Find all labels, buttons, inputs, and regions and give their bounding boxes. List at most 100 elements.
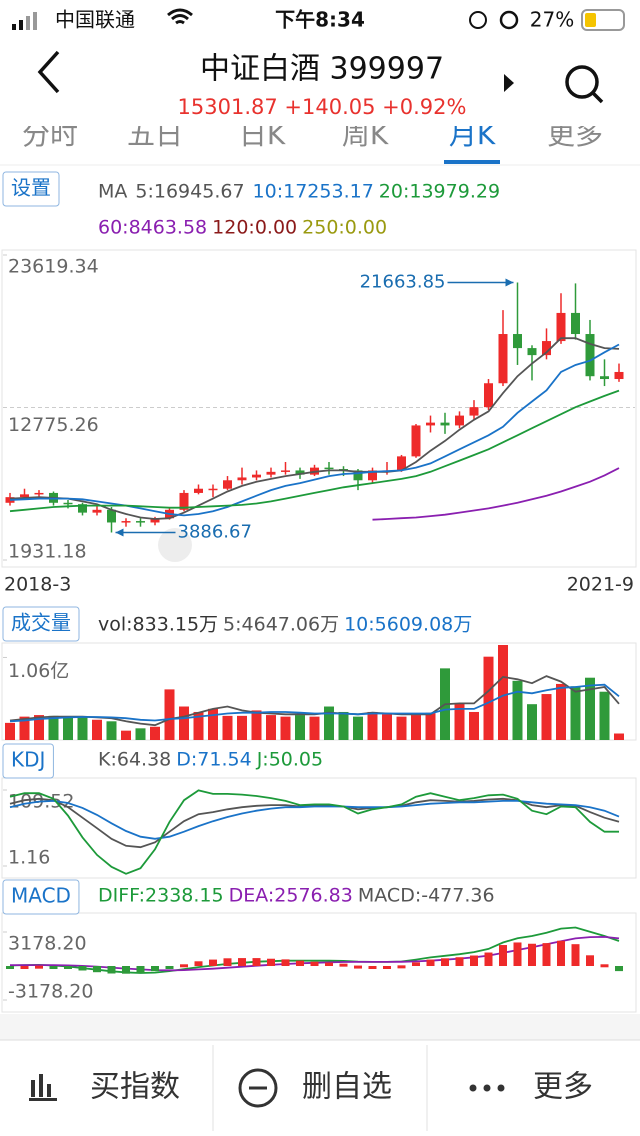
bar bbox=[542, 943, 551, 966]
title: 中证白酒 399997 bbox=[200, 52, 444, 87]
toolbar-button[interactable]: 买指数 bbox=[90, 1070, 180, 1105]
bar bbox=[586, 955, 594, 966]
y-tick-label: -3178.20 bbox=[8, 981, 93, 1003]
next-button[interactable] bbox=[504, 74, 514, 92]
scroll-handle[interactable] bbox=[158, 528, 192, 562]
legend-label: 120:0.00 bbox=[212, 217, 297, 239]
back-button[interactable] bbox=[37, 50, 60, 94]
bar bbox=[483, 656, 494, 740]
bar bbox=[34, 715, 44, 740]
y-tick-label: 12775.26 bbox=[8, 414, 99, 436]
bar bbox=[599, 691, 610, 740]
candle-body bbox=[252, 474, 261, 478]
bar bbox=[570, 686, 581, 740]
tab[interactable]: 分时 bbox=[22, 118, 78, 151]
panel-button[interactable] bbox=[2, 171, 60, 207]
bar bbox=[368, 966, 377, 969]
bar bbox=[150, 726, 160, 740]
toolbar-button[interactable]: 删自选 bbox=[302, 1070, 392, 1105]
legend-label: 5:4647.06万 bbox=[223, 614, 339, 636]
candle-body bbox=[571, 312, 580, 335]
series-line bbox=[9, 343, 620, 517]
bar bbox=[425, 712, 436, 740]
bar bbox=[614, 733, 624, 740]
bar bbox=[527, 704, 537, 740]
legend-label: 250:0.00 bbox=[302, 217, 387, 239]
tab[interactable]: 月K bbox=[449, 118, 496, 151]
bar bbox=[325, 962, 333, 966]
series-line bbox=[372, 467, 620, 521]
bar bbox=[296, 960, 304, 966]
battery-icon bbox=[581, 9, 625, 31]
tab[interactable]: 更多 bbox=[547, 118, 603, 151]
candle-body bbox=[542, 341, 551, 356]
clock: 下午8:34 bbox=[275, 8, 365, 32]
y-tick-label: 1.06亿 bbox=[8, 660, 69, 682]
bar bbox=[498, 645, 508, 740]
min-arrow-head bbox=[115, 528, 124, 537]
legend-label: 20:13979.29 bbox=[379, 181, 500, 203]
candle-body bbox=[353, 470, 363, 481]
candle-body bbox=[107, 509, 116, 523]
candle-body bbox=[266, 471, 276, 475]
bar bbox=[107, 966, 116, 974]
legend-label: 60:8463.58 bbox=[98, 217, 207, 239]
signal-icon bbox=[12, 12, 37, 30]
spacer bbox=[0, 1014, 640, 1040]
bar bbox=[280, 716, 291, 740]
bar bbox=[310, 961, 319, 966]
bar bbox=[251, 710, 262, 740]
candle-body bbox=[92, 509, 102, 513]
search-button[interactable] bbox=[565, 65, 604, 104]
bar bbox=[93, 966, 101, 973]
candle-body bbox=[121, 521, 131, 523]
x-tick-label: 2021-9 bbox=[567, 574, 634, 596]
bar bbox=[49, 966, 58, 969]
battery-level bbox=[585, 13, 596, 27]
series-line bbox=[9, 789, 619, 875]
bar bbox=[382, 714, 392, 740]
bar bbox=[541, 694, 552, 740]
panel-button[interactable] bbox=[2, 879, 80, 915]
legend-label: DIFF:2338.15 bbox=[98, 885, 224, 907]
bar bbox=[367, 711, 378, 740]
candle-body bbox=[426, 422, 435, 426]
legend-label: 10:17253.17 bbox=[253, 181, 374, 203]
bar bbox=[528, 943, 536, 966]
chart-icon bbox=[29, 1074, 57, 1101]
candle-body bbox=[78, 504, 87, 513]
bar bbox=[121, 730, 131, 740]
bar bbox=[353, 716, 363, 740]
panel-button[interactable] bbox=[2, 606, 80, 642]
y-tick-label: 1.16 bbox=[8, 847, 50, 869]
candle-body bbox=[208, 488, 218, 491]
legend-label: DEA:2576.83 bbox=[229, 885, 353, 907]
bar bbox=[136, 966, 145, 974]
legend-label: MA bbox=[98, 181, 127, 203]
bar bbox=[585, 677, 595, 740]
panel-button[interactable] bbox=[2, 743, 54, 779]
toolbar-button[interactable]: 更多 bbox=[533, 1070, 593, 1105]
bar bbox=[20, 966, 29, 969]
bar bbox=[78, 966, 87, 971]
tab[interactable]: 日K bbox=[239, 118, 286, 151]
more-icon bbox=[469, 1084, 505, 1092]
tab[interactable]: 周K bbox=[342, 118, 389, 151]
wifi-icon bbox=[167, 8, 193, 25]
bar bbox=[19, 716, 30, 740]
bar bbox=[266, 715, 276, 740]
candle-body bbox=[34, 492, 44, 495]
candle-body bbox=[498, 334, 508, 384]
x-tick-label: 2018-3 bbox=[4, 574, 71, 596]
kdj-frame bbox=[1, 777, 637, 879]
legend-label: MACD:-477.36 bbox=[358, 885, 495, 907]
bar bbox=[396, 716, 407, 740]
bar bbox=[441, 958, 449, 966]
bar bbox=[64, 966, 72, 969]
bar bbox=[122, 966, 130, 974]
tab[interactable]: 五日 bbox=[127, 118, 183, 151]
max-label: 21663.85 bbox=[360, 272, 446, 293]
candle-body bbox=[194, 488, 203, 493]
min-label: 3886.67 bbox=[178, 522, 252, 543]
bar bbox=[571, 944, 580, 966]
